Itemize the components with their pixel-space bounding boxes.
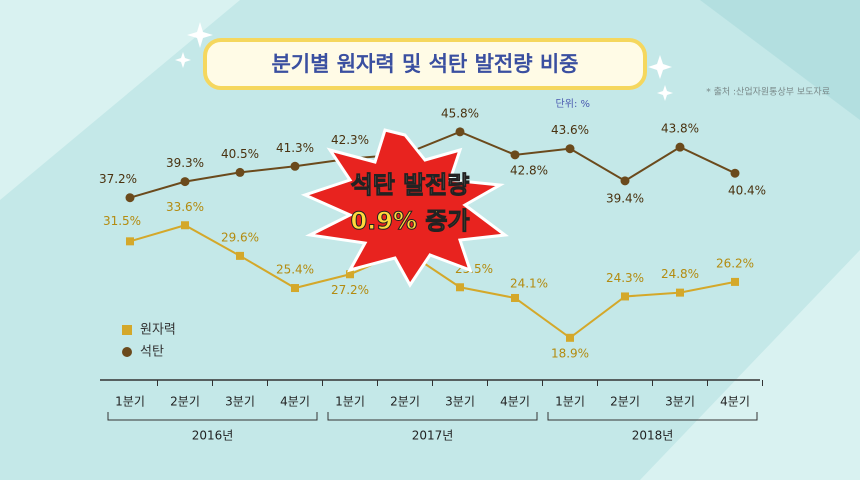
bg-shape [700, 0, 860, 120]
marker [510, 150, 520, 160]
group-label: 2018년 [632, 429, 674, 443]
x-tick-label: 2분기 [610, 395, 640, 409]
bg-shape [0, 0, 240, 200]
value-label: 40.5% [221, 147, 259, 161]
bg-shape [640, 250, 860, 480]
value-label: 33.6% [166, 200, 204, 214]
group-bracket [107, 412, 318, 421]
marker [291, 284, 299, 293]
value-label: 40.4% [728, 184, 766, 198]
legend-label: 석탄 [140, 345, 164, 360]
value-label: 39.4% [606, 191, 644, 205]
marker [620, 176, 630, 186]
value-label: 43.8% [661, 122, 699, 136]
x-tick-label: 4분기 [720, 395, 750, 409]
value-label: 42.3% [331, 133, 369, 147]
marker [621, 292, 629, 301]
marker [125, 193, 135, 203]
x-tick-label: 3분기 [225, 395, 255, 409]
series-line [129, 130, 736, 199]
x-tick-label: 1분기 [555, 395, 585, 409]
value-label: 25.4% [276, 263, 314, 277]
x-tick-label: 1분기 [115, 395, 145, 409]
value-label: 37.2% [99, 172, 137, 186]
marker [346, 270, 354, 279]
marker [180, 177, 190, 187]
value-label: 45.8% [441, 106, 479, 120]
value-label: 41.3% [276, 141, 314, 155]
source: * 출처 :산업자원통상부 보도자료 [706, 86, 830, 98]
chart-title: 분기별 원자력 및 석탄 발전량 비중 [271, 52, 578, 76]
value-label: 18.9% [551, 346, 589, 360]
sparkles [175, 22, 673, 101]
legend-marker [122, 347, 132, 357]
marker [675, 142, 685, 152]
x-tick-label: 1분기 [335, 395, 365, 409]
value-label: 24.3% [606, 271, 644, 285]
x-tick-label: 3분기 [445, 395, 475, 409]
group-label: 2016년 [192, 429, 234, 443]
value-label: 39.3% [166, 156, 204, 170]
series-line [129, 224, 736, 340]
value-label: 31.5% [103, 214, 141, 228]
marker [236, 251, 244, 260]
marker [126, 237, 134, 246]
title-box [203, 38, 647, 90]
legend-label: 원자력 [140, 323, 176, 338]
x-tick-label: 3분기 [665, 395, 695, 409]
marker [235, 167, 245, 177]
marker [455, 127, 465, 137]
value-label: 24.8% [661, 267, 699, 281]
marker [181, 221, 189, 230]
unit: 단위: % [556, 97, 590, 110]
value-label: 24.1% [510, 276, 548, 290]
group-label: 2017년 [412, 429, 454, 443]
x-tick-label: 2분기 [170, 395, 200, 409]
marker [676, 288, 684, 297]
legend-marker [122, 325, 132, 335]
burst [300, 128, 509, 288]
value-label: 29.6% [221, 230, 259, 244]
annotation: 석탄 발전량 [351, 171, 470, 199]
value-label: 27.2% [331, 283, 369, 297]
x-tick-label: 2분기 [390, 395, 420, 409]
marker [566, 333, 574, 342]
value-label: 42.8% [510, 163, 548, 177]
marker [290, 161, 300, 171]
value-label: 26.2% [716, 256, 754, 270]
group-bracket [547, 412, 758, 421]
marker [565, 144, 575, 154]
marker [456, 283, 464, 292]
group-bracket [327, 412, 538, 421]
marker [731, 277, 739, 286]
x-tick-label: 4분기 [280, 395, 310, 409]
value-label: 43.6% [551, 123, 589, 137]
annotation: 0.9% 증가 [350, 207, 469, 235]
marker [511, 293, 519, 302]
x-tick-label: 4분기 [500, 395, 530, 409]
marker [730, 168, 740, 178]
